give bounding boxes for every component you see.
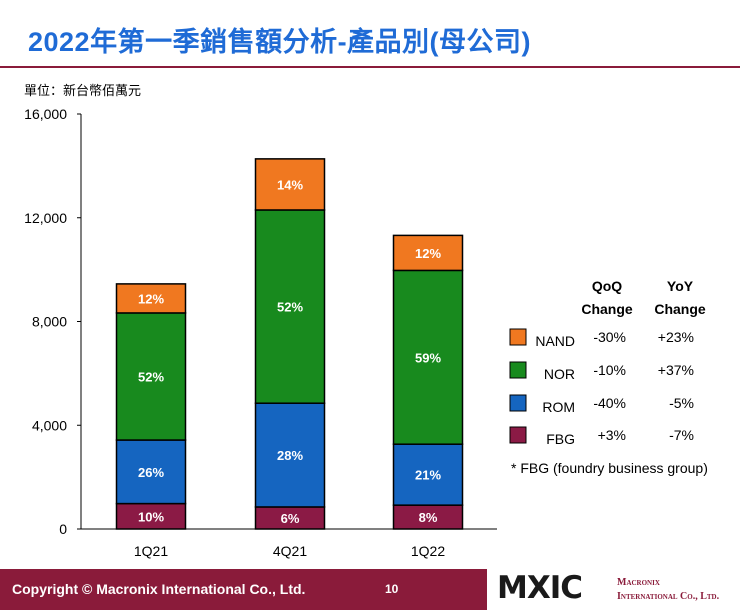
y-axis: 0 4,000 8,000 12,000 16,000 [24, 106, 82, 537]
bar-segment-nor-4q21 [254, 209, 326, 404]
title-divider [0, 66, 740, 68]
unit-label: 單位：新台幣佰萬元 [24, 84, 142, 99]
y-tick-label: 4,000 [32, 417, 67, 433]
footnote: * FBG (foundry business group) [511, 460, 708, 476]
bars: 10% 26% 52% 12% 6% 28% 52% 14% 8% 21% 59% 12% [115, 158, 464, 530]
legend-label-fbg: FBG [546, 431, 575, 447]
table-header-line2: Change [581, 301, 633, 317]
qoq-value-fbg: +3% [598, 427, 626, 443]
legend-label-nand: NAND [535, 333, 575, 349]
yoy-value-rom: -5% [669, 395, 694, 411]
qoq-value-nor: -10% [593, 362, 626, 378]
bar-segment-nand-4q21 [254, 158, 326, 211]
yoy-value-nor: +37% [658, 362, 694, 378]
data-label-nand-4q21: 14% [277, 177, 303, 192]
legend-label-rom: ROM [542, 399, 575, 415]
table-header-line2: Change [654, 301, 706, 317]
yoy-value-nand: +23% [658, 329, 694, 345]
legend-table: QoQ Change YoY Change NAND -30% +23% NOR -10% +37… [509, 278, 708, 476]
bar-segment-rom-4q21 [254, 402, 326, 508]
bar-segment-rom-1q22 [392, 443, 464, 506]
copyright-text: Copyright © Macronix International Co., … [12, 581, 306, 597]
y-tick-label: 12,000 [24, 210, 67, 226]
company-name: Macronix International Co., Ltd. [617, 576, 719, 604]
x-tick-label: 1Q21 [134, 543, 168, 559]
y-tick-label: 16,000 [24, 106, 67, 122]
data-label-rom-1q22: 21% [415, 468, 441, 483]
bar-segment-nor-1q22 [392, 269, 464, 445]
qoq-value-nand: -30% [593, 329, 626, 345]
company-name-line1: Macronix [617, 577, 660, 588]
legend-swatch-fbg [509, 426, 527, 444]
data-label-nand-1q21: 12% [138, 291, 164, 306]
legend-swatch-nor [509, 361, 527, 379]
legend-label-nor: NOR [544, 366, 575, 382]
bar-segment-nor-1q21 [115, 312, 187, 441]
data-label-nor-4q21: 52% [277, 300, 303, 315]
legend-swatch-nand [509, 328, 527, 346]
data-label-nor-1q21: 52% [138, 369, 164, 384]
company-logo: MXIC [497, 570, 583, 606]
data-label-fbg-4q21: 6% [281, 511, 300, 526]
page-title: 2022年第一季銷售額分析-產品別(母公司) [28, 27, 532, 57]
yoy-value-fbg: -7% [669, 427, 694, 443]
bar-segment-nand-1q22 [392, 234, 464, 272]
qoq-value-rom: -40% [593, 395, 626, 411]
data-label-nor-1q22: 59% [415, 350, 441, 365]
footer-bar: Copyright © Macronix International Co., … [0, 569, 487, 610]
table-header-line1: YoY [667, 278, 694, 294]
data-label-fbg-1q21: 10% [138, 509, 164, 524]
x-tick-label: 4Q21 [273, 543, 307, 559]
stacked-bar-chart: 0 4,000 8,000 12,000 16,000 10% 26% 52% 12% 6% 28… [24, 106, 708, 559]
x-tick-label: 1Q22 [411, 543, 445, 559]
data-label-fbg-1q22: 8% [419, 510, 438, 525]
bar-segment-fbg-1q21 [115, 502, 187, 530]
table-header-line1: QoQ [592, 278, 622, 294]
y-tick-label: 8,000 [32, 314, 67, 330]
legend-swatch-rom [509, 394, 527, 412]
data-label-rom-1q21: 26% [138, 465, 164, 480]
y-tick-label: 0 [59, 521, 67, 537]
x-axis: 1Q21 4Q21 1Q22 [81, 528, 497, 559]
bar-segment-nand-1q21 [115, 283, 187, 314]
page-number: 10 [385, 582, 399, 596]
data-label-nand-1q22: 12% [415, 246, 441, 261]
bar-segment-rom-1q21 [115, 439, 187, 505]
data-label-rom-4q21: 28% [277, 448, 303, 463]
company-name-line2: International Co., Ltd. [617, 591, 720, 602]
